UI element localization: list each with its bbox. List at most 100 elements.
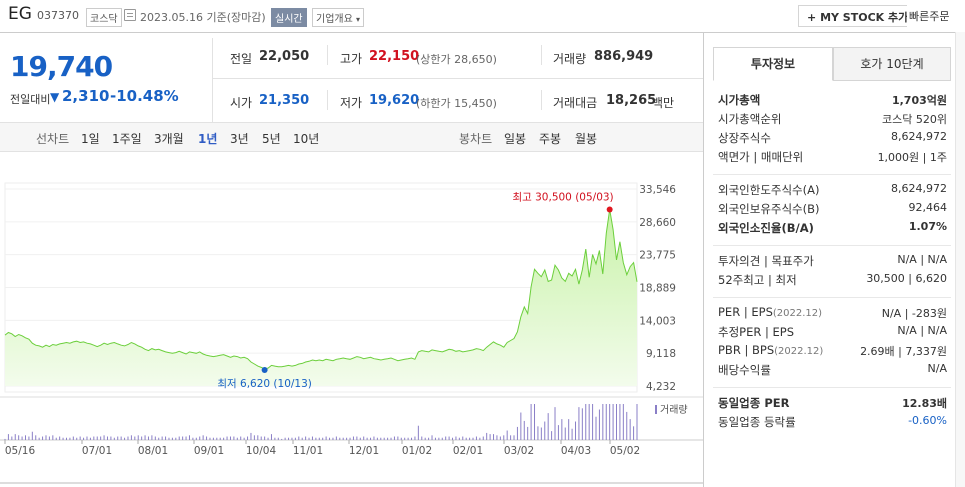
invest-row-label: 시가총액 <box>718 92 760 108</box>
volume-bar <box>499 436 501 440</box>
prev-close-label: 전일 <box>230 52 253 66</box>
volume-bar <box>233 436 235 440</box>
volume-legend-label: 거래량 <box>660 404 688 416</box>
invest-row-value: 1.07% <box>908 220 947 233</box>
volume-bar <box>554 407 556 440</box>
period-3y[interactable]: 3년 <box>230 132 249 146</box>
volume-legend-swatch <box>655 405 657 414</box>
volume-bar <box>493 434 495 440</box>
scrollbar[interactable] <box>955 32 965 487</box>
volume-bar <box>335 436 337 440</box>
volume-bar <box>513 435 515 440</box>
invest-row-label: 배당수익률 <box>718 362 771 378</box>
volume-bar <box>253 435 255 440</box>
volume-bar <box>581 408 583 440</box>
candle-daily[interactable]: 일봉 <box>504 132 527 146</box>
volume-bar <box>619 404 621 440</box>
plus-icon: + <box>807 11 817 24</box>
invest-row-value: N/A | -283원 <box>881 307 947 320</box>
volume-bar <box>288 437 290 440</box>
volume-bar <box>212 437 214 440</box>
volume-bar <box>14 434 16 440</box>
volume-bar <box>72 436 74 440</box>
volume-bar <box>226 436 228 440</box>
volume-bar <box>622 404 624 440</box>
invest-section-divider <box>713 245 951 246</box>
volume-bar <box>127 436 129 440</box>
period-1y[interactable]: 1년 <box>198 132 218 146</box>
invest-row-value: 92,464 <box>908 201 948 214</box>
volume-bar <box>229 436 231 440</box>
invest-row-value: 1,703억원 <box>891 94 947 107</box>
volume-bar <box>52 435 54 440</box>
volume-bar <box>243 437 245 440</box>
volume-bar <box>298 436 300 440</box>
volume-bar <box>383 437 385 440</box>
quote-col-divider <box>327 90 328 110</box>
volume-bar <box>199 436 201 440</box>
volume-bar <box>329 437 331 440</box>
x-tick-label: 10/04 <box>246 445 277 457</box>
volume-bar <box>168 437 170 440</box>
volume-bar <box>339 437 341 440</box>
period-1w[interactable]: 1주일 <box>112 132 142 146</box>
tab-orderbook[interactable]: 호가 10단계 <box>833 47 951 81</box>
my-stock-add-button[interactable]: + MY STOCK 추가 <box>798 5 918 27</box>
volume-bar <box>588 404 590 440</box>
volume-bar <box>182 436 184 440</box>
x-tick-label: 07/01 <box>82 445 112 457</box>
volume-bar <box>598 409 600 440</box>
period-3m[interactable]: 3개월 <box>154 132 184 146</box>
candle-weekly[interactable]: 주봉 <box>539 132 562 146</box>
volume-bar <box>424 437 426 440</box>
volume-bar <box>69 437 71 440</box>
invest-row-value: N/A | N/A <box>897 253 947 266</box>
volume-bar <box>602 404 604 440</box>
invest-row-label: 외국인소진율(B/A) <box>718 220 814 236</box>
realtime-button[interactable]: 실시간 <box>271 8 307 27</box>
volume-bar <box>106 436 108 440</box>
candle-monthly[interactable]: 월봉 <box>575 132 598 146</box>
invest-row-label: 동일업종 등락률 <box>718 414 796 430</box>
volume-bar <box>161 436 163 440</box>
volume-bar <box>294 437 296 440</box>
invest-label-text: 외국인보유주식수(B) <box>718 202 820 216</box>
invest-section-divider <box>713 297 951 298</box>
y-tick-label: 33,546 <box>639 184 676 196</box>
volume-bar <box>315 437 317 440</box>
volume-bar <box>4 438 6 440</box>
volume-bar <box>458 437 460 440</box>
company-overview-button[interactable]: 기업개요 ▾ <box>312 8 365 27</box>
volume-bar <box>48 436 50 440</box>
volume-bar <box>175 437 177 440</box>
period-1d[interactable]: 1일 <box>81 132 100 146</box>
x-tick-label: 09/01 <box>194 445 224 457</box>
calendar-icon <box>124 9 136 21</box>
volume-bar <box>325 436 327 440</box>
panel-divider <box>703 32 704 487</box>
invest-label-text: 시가총액 <box>718 93 761 107</box>
volume-bar <box>188 435 190 440</box>
invest-row-label: PER | EPS(2022.12) <box>718 305 822 319</box>
period-bar <box>0 122 703 152</box>
volume-label: 거래량 <box>553 52 587 66</box>
volume-bar <box>342 437 344 440</box>
volume-bar <box>291 437 293 440</box>
open-label: 시가 <box>230 96 253 110</box>
volume-bar <box>96 436 98 440</box>
volume-bar <box>564 427 566 440</box>
volume-bar <box>438 437 440 440</box>
company-overview-label: 기업개요 <box>316 14 353 25</box>
y-tick-label: 23,775 <box>639 250 676 262</box>
volume-bar <box>151 435 153 440</box>
volume-bar <box>124 437 126 440</box>
volume-bar <box>93 436 95 440</box>
period-5y[interactable]: 5년 <box>262 132 281 146</box>
amount-label: 거래대금 <box>553 96 598 110</box>
period-10y[interactable]: 10년 <box>293 132 320 146</box>
quick-order-button[interactable]: 빠른주문 <box>907 5 952 27</box>
tab-invest-info[interactable]: 투자정보 <box>713 47 833 81</box>
volume-bar <box>496 435 498 440</box>
volume-bar <box>79 436 81 440</box>
volume-bar <box>551 431 553 440</box>
